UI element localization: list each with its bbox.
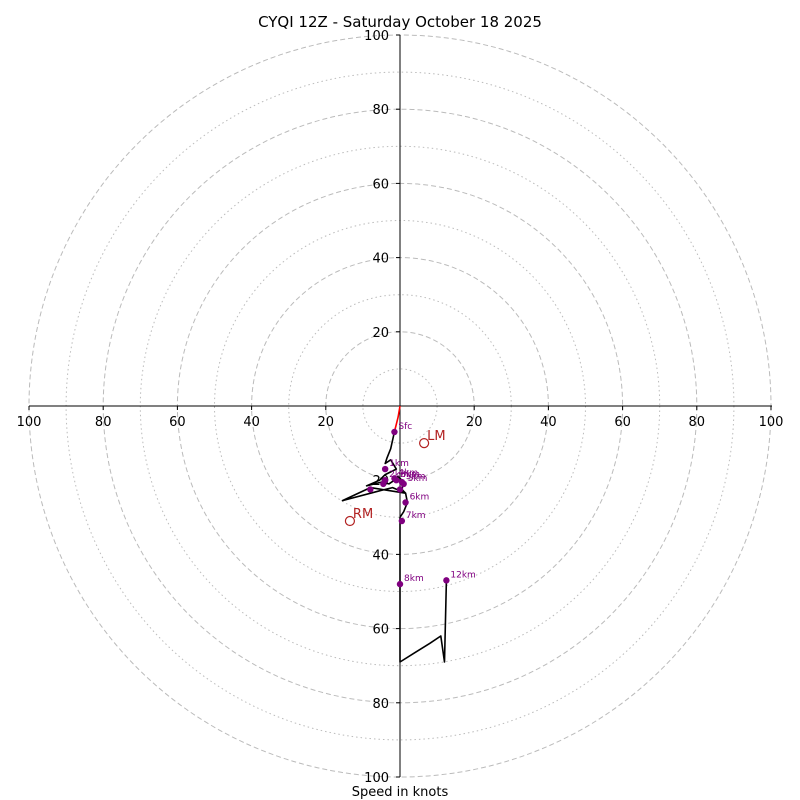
x-tick-label: 20 bbox=[466, 415, 483, 430]
storm-motion-marker bbox=[419, 438, 430, 449]
x-tick-label: 40 bbox=[540, 415, 557, 430]
tick-labels: 100 80 60 40 20 20 40 60 80 100100806040202040608… bbox=[17, 29, 784, 786]
height-marker bbox=[391, 428, 398, 436]
height-marker-label: 3km bbox=[400, 470, 420, 480]
y-tick-label: 60 bbox=[372, 177, 389, 192]
y-tick-label: 60 bbox=[372, 623, 389, 638]
height-marker bbox=[443, 577, 450, 584]
height-marker-label: 12km bbox=[450, 570, 475, 580]
height-marker bbox=[398, 517, 406, 525]
y-tick-label: 80 bbox=[372, 697, 389, 712]
surface-wind-segment bbox=[393, 405, 401, 433]
height-marker-label: 5km bbox=[406, 472, 426, 482]
axes bbox=[29, 35, 772, 777]
height-marker bbox=[400, 480, 407, 488]
x-tick-label: 60 bbox=[614, 415, 631, 430]
hodograph-line bbox=[341, 431, 448, 663]
x-tick-label: 60 bbox=[169, 415, 186, 430]
height-marker-label: 1km bbox=[389, 459, 409, 469]
x-tick-label: 100 bbox=[759, 415, 784, 430]
chart-title: CYQI 12Z - Saturday October 18 2025 bbox=[258, 13, 542, 31]
height-marker-label: 6km bbox=[410, 492, 430, 502]
y-tick-label: 20 bbox=[372, 326, 389, 341]
height-marker-label: 4km bbox=[398, 468, 418, 478]
height-marker bbox=[391, 475, 398, 482]
height-marker bbox=[396, 486, 404, 493]
height-marker bbox=[396, 580, 404, 588]
x-tick-label: 80 bbox=[689, 415, 706, 430]
height-marker bbox=[381, 477, 389, 484]
hodograph-profile bbox=[341, 405, 448, 663]
x-axis-label: Speed in knots bbox=[352, 785, 449, 800]
height-marker-label: 5km bbox=[408, 474, 428, 484]
storm-motion-label: LM bbox=[427, 429, 445, 444]
y-tick-label: 80 bbox=[372, 103, 389, 118]
height-marker-label: 2km bbox=[389, 470, 409, 480]
height-marker bbox=[367, 486, 374, 493]
storm-motion-label: RM bbox=[353, 507, 373, 522]
y-tick-label: 100 bbox=[364, 771, 389, 786]
x-tick-label: 20 bbox=[318, 415, 335, 430]
storm-motion-markers: LM RM bbox=[344, 429, 446, 527]
storm-motion-marker bbox=[344, 515, 356, 527]
height-marker-label: Sfc bbox=[398, 422, 412, 432]
x-tick-label: 80 bbox=[95, 415, 112, 430]
height-marker-label: 8km bbox=[404, 574, 424, 584]
height-marker bbox=[381, 465, 389, 473]
x-tick-label: 40 bbox=[243, 415, 260, 430]
height-marker-label: 7km bbox=[406, 511, 426, 521]
x-tick-label: 100 bbox=[17, 415, 42, 430]
y-tick-label: 40 bbox=[372, 548, 389, 563]
y-tick-label: 40 bbox=[372, 252, 389, 267]
y-tick-label: 100 bbox=[364, 29, 389, 44]
height-marker bbox=[402, 499, 409, 506]
